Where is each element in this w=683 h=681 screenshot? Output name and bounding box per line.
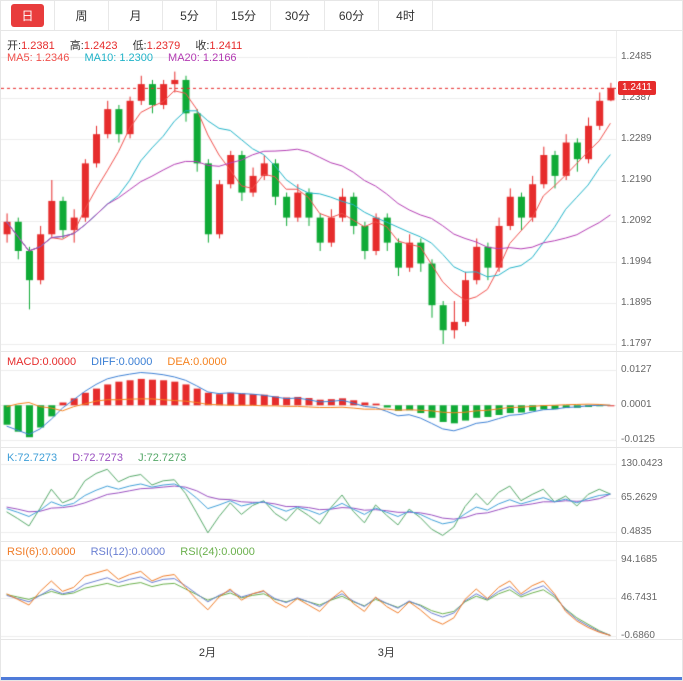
kdj-chart[interactable] — [1, 448, 616, 542]
rsi12-value: RSI(12):0.0000 — [90, 546, 166, 558]
rsi-legend: RSI(6):0.0000 RSI(12):0.0000 RSI(24):0.0… — [7, 546, 267, 558]
j-value: J:72.7273 — [138, 452, 187, 464]
tab-5min-label: 5分 — [180, 9, 199, 23]
tab-5min[interactable]: 5分 — [163, 1, 217, 30]
x-axis-label-mar: 3月 — [377, 647, 395, 659]
low-value: 低:1.2379 — [132, 40, 181, 52]
tab-30min[interactable]: 30分 — [271, 1, 325, 30]
tab-4hour-label: 4时 — [396, 9, 415, 23]
macd-legend: MACD:0.0000 DIFF:0.0000 DEA:0.0000 — [7, 356, 239, 368]
tab-weekly[interactable]: 周 — [55, 1, 109, 30]
rsi-chart[interactable] — [1, 542, 616, 640]
y-axis-tick: 94.1685 — [621, 554, 658, 565]
tab-monthly-label: 月 — [129, 9, 142, 23]
macd-panel: MACD:0.0000 DIFF:0.0000 DEA:0.0000 0.012… — [1, 351, 682, 448]
kdj-y-axis: 130.0423 65.2629 0.4835 — [616, 448, 682, 541]
rsi-panel: RSI(6):0.0000 RSI(12):0.0000 RSI(24):0.0… — [1, 541, 682, 641]
tab-30min-label: 30分 — [284, 9, 311, 23]
kdj-panel: K:72.7273 D:72.7273 J:72.7273 130.0423 6… — [1, 447, 682, 542]
tab-15min[interactable]: 15分 — [217, 1, 271, 30]
ma20-value: MA20: 1.2166 — [168, 52, 237, 64]
y-axis-tick: 1.2485 — [621, 51, 652, 62]
macd-value: MACD:0.0000 — [7, 356, 77, 368]
kdj-legend: K:72.7273 D:72.7273 J:72.7273 — [7, 452, 198, 464]
macd-y-axis: 0.0127 0.0001 -0.0125 — [616, 352, 682, 447]
rsi-y-axis: 94.1685 46.7431 -0.6860 — [616, 542, 682, 641]
y-axis-tick: 0.4835 — [621, 526, 652, 537]
tab-weekly-label: 周 — [75, 9, 88, 23]
tab-60min[interactable]: 60分 — [325, 1, 379, 30]
y-axis-tick: 1.2190 — [621, 174, 652, 185]
candlestick-chart[interactable] — [1, 31, 616, 351]
dea-value: DEA:0.0000 — [167, 356, 227, 368]
y-axis-tick: 0.0001 — [621, 399, 652, 410]
y-axis-tick: 1.1895 — [621, 297, 652, 308]
y-axis-tick: 46.7431 — [621, 592, 658, 603]
high-value: 高:1.2423 — [69, 40, 118, 52]
tab-60min-label: 60分 — [338, 9, 365, 23]
ma10-value: MA10: 1.2300 — [84, 52, 153, 64]
y-axis-tick: -0.0125 — [621, 434, 655, 445]
rsi24-value: RSI(24):0.0000 — [180, 546, 255, 558]
close-value: 收:1.2411 — [195, 40, 243, 52]
tab-daily-label: 日 — [11, 4, 44, 27]
y-axis-tick: 130.0423 — [621, 458, 663, 469]
y-axis-tick: 1.1797 — [621, 338, 652, 349]
macd-chart[interactable] — [1, 352, 616, 448]
y-axis-tick: -0.6860 — [621, 630, 655, 641]
y-axis-tick: 65.2629 — [621, 492, 658, 503]
y-axis-tick: 1.2289 — [621, 133, 652, 144]
tab-15min-label: 15分 — [230, 9, 257, 23]
y-axis-tick: 1.2092 — [621, 215, 652, 226]
y-axis-tick: 0.0127 — [621, 364, 652, 375]
price-chart-panel: 开:1.2381 高:1.2423 低:1.2379 收:1.2411 MA5:… — [1, 31, 682, 351]
tab-daily[interactable]: 日 — [1, 1, 55, 30]
y-axis-tick: 1.1994 — [621, 256, 652, 267]
x-axis-label-feb: 2月 — [198, 647, 216, 659]
open-value: 开:1.2381 — [7, 40, 55, 52]
x-axis: 2月 3月 — [1, 639, 682, 661]
timeframe-toolbar: 日 周 月 5分 15分 30分 60分 4时 — [1, 1, 682, 31]
ma-legend: MA5: 1.2346 MA10: 1.2300 MA20: 1.2166 — [7, 52, 249, 64]
ohlc-legend: 开:1.2381 高:1.2423 低:1.2379 收:1.2411 — [7, 37, 254, 53]
rsi6-value: RSI(6):0.0000 — [7, 546, 76, 558]
last-price-tag: 1.2411 — [618, 80, 656, 95]
tab-4hour[interactable]: 4时 — [379, 1, 433, 30]
tab-monthly[interactable]: 月 — [109, 1, 163, 30]
k-value: K:72.7273 — [7, 452, 58, 464]
d-value: D:72.7273 — [72, 452, 123, 464]
ma5-value: MA5: 1.2346 — [7, 52, 70, 64]
diff-value: DIFF:0.0000 — [91, 356, 153, 368]
bottom-scrollbar[interactable] — [1, 677, 682, 680]
price-y-axis: 1.2485 1.2387 1.2289 1.2190 1.2092 1.199… — [616, 31, 682, 351]
y-axis-tick: 1.2387 — [621, 92, 652, 103]
